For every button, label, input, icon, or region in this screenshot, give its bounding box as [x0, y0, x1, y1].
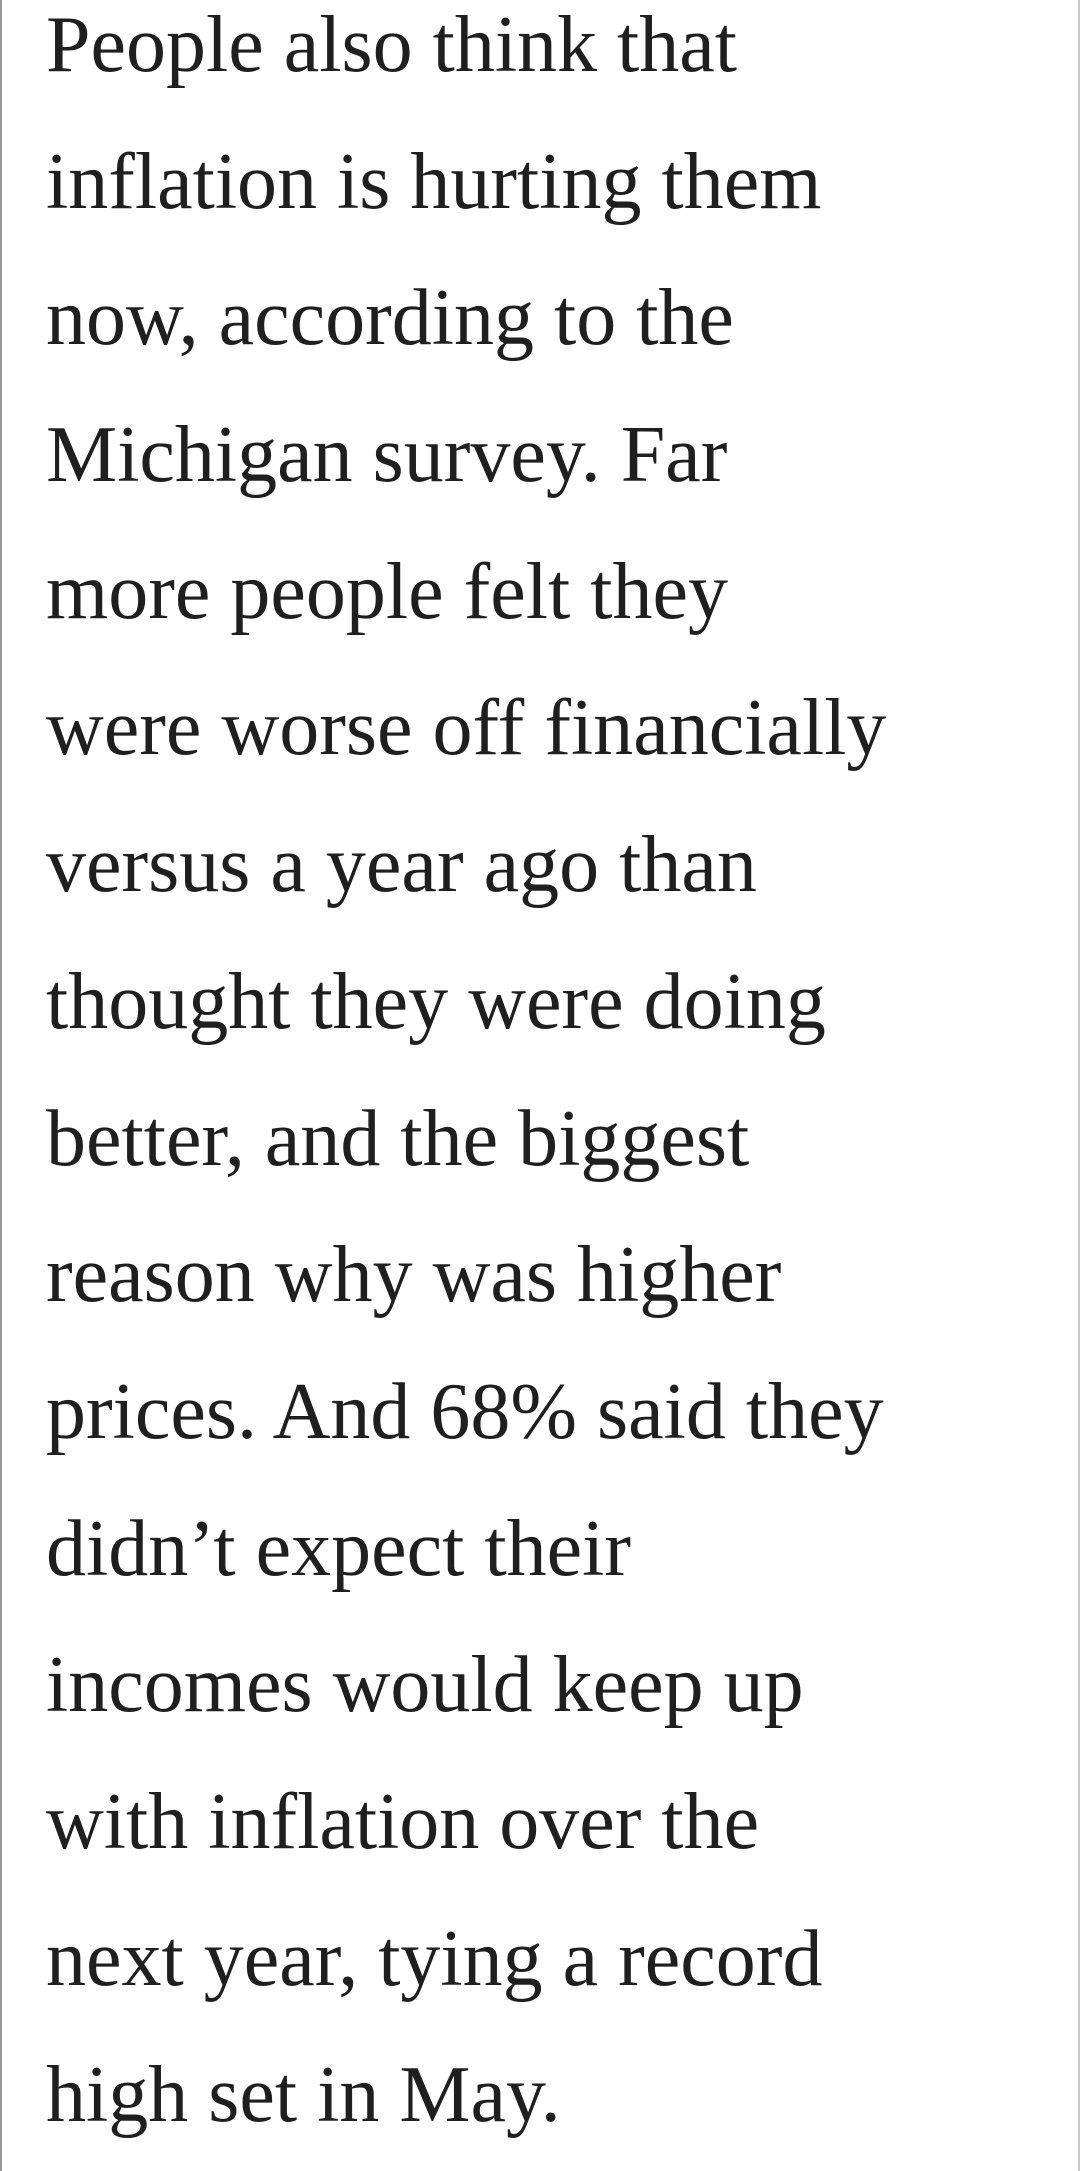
text-line: more people felt they: [46, 547, 728, 636]
text-line: didn’t expect their: [46, 1504, 631, 1593]
text-line: now, according to the: [46, 274, 734, 363]
text-line: People also think that: [46, 1, 738, 89]
text-line: high set in May.: [46, 2051, 561, 2140]
text-line: thought they were doing: [46, 957, 826, 1046]
article-paragraph: People also think that inflation is hurti…: [46, 0, 1076, 2164]
text-line: versus a year ago than: [46, 821, 757, 910]
text-line: better, and the biggest: [46, 1094, 750, 1183]
text-line: Michigan survey. Far: [46, 411, 728, 500]
text-line: with inflation over the: [46, 1777, 760, 1866]
text-line: incomes would keep up: [46, 1641, 804, 1730]
text-line: prices. And 68% said they: [46, 1367, 884, 1456]
text-line: reason why was higher: [46, 1231, 782, 1320]
text-line: were worse off financially: [46, 684, 887, 773]
text-line: inflation is hurting them: [46, 137, 822, 226]
text-line: next year, tying a record: [46, 1914, 823, 2003]
